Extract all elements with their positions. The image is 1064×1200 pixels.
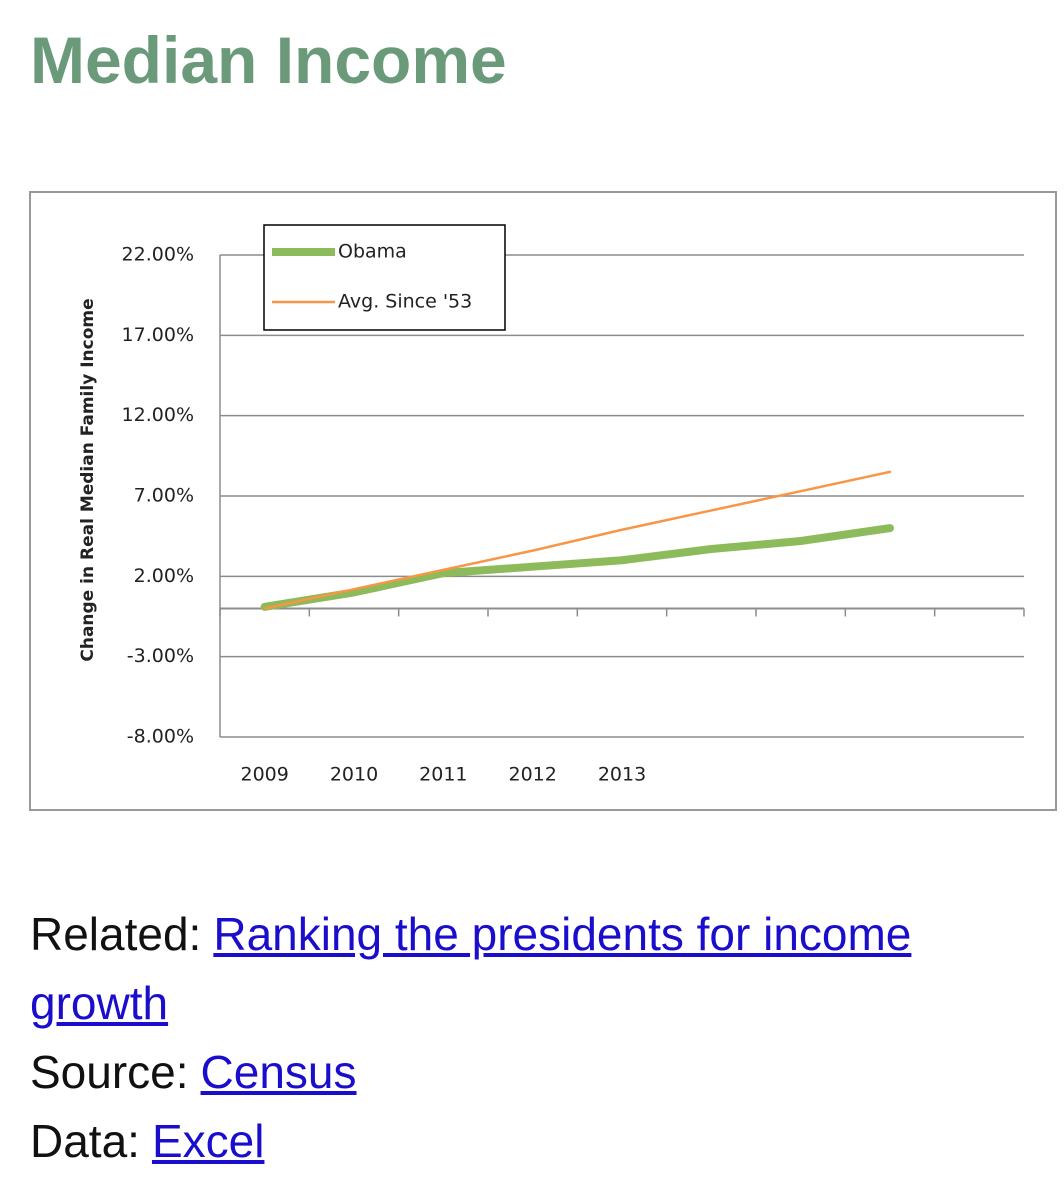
y-tick-label: 7.00%: [134, 485, 194, 507]
chart-frame: [29, 191, 1057, 811]
x-tick-label: 2012: [508, 764, 556, 786]
series-line: [260, 524, 894, 611]
legend-box: [263, 224, 506, 331]
y-tick-label: -3.00%: [127, 645, 194, 667]
series-line: [263, 470, 892, 610]
heading: Median Income: [30, 23, 507, 97]
y-tick-label: 2.00%: [134, 565, 194, 587]
y-axis-label: Change in Real Median Family Income: [78, 298, 98, 661]
x-tick-label: 2011: [419, 764, 467, 786]
link-row: Source: Census: [30, 1038, 1060, 1107]
x-tick-label: 2010: [330, 764, 378, 786]
y-tick-label: 17.00%: [122, 324, 194, 346]
y-tick-label: 22.00%: [122, 244, 194, 266]
link[interactable]: Excel: [151, 1115, 265, 1167]
link[interactable]: Ranking the presidents for income growth: [30, 908, 912, 1029]
y-tick-label: -8.00%: [127, 726, 194, 748]
chart: Change in Real Median Family Income -8.0…: [29, 191, 1057, 811]
y-tick-label: 12.00%: [122, 404, 194, 426]
link-label: Source:: [30, 1046, 189, 1098]
link-row: Related: Ranking the presidents for incom…: [30, 900, 1060, 1038]
link-label: Data:: [30, 1115, 140, 1167]
link[interactable]: Census: [200, 1046, 357, 1098]
links: Related: Ranking the presidents for incom…: [30, 900, 1060, 1176]
x-tick-label: 2009: [240, 764, 288, 786]
legend-label: Avg. Since '53: [338, 291, 472, 313]
link-row: Data: Excel: [30, 1107, 1060, 1176]
legend-label: Obama: [338, 241, 407, 263]
x-tick-label: 2013: [598, 764, 646, 786]
link-label: Related:: [30, 908, 202, 960]
